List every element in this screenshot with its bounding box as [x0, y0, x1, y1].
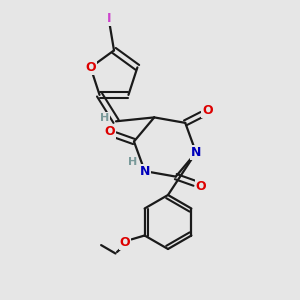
Text: N: N — [191, 146, 201, 159]
Text: I: I — [107, 11, 112, 25]
Text: O: O — [202, 104, 213, 117]
Text: O: O — [196, 180, 206, 193]
Text: O: O — [119, 236, 130, 249]
Text: O: O — [85, 61, 96, 74]
Text: H: H — [100, 113, 109, 123]
Text: H: H — [128, 157, 137, 167]
Text: N: N — [140, 165, 150, 178]
Text: O: O — [104, 125, 115, 138]
